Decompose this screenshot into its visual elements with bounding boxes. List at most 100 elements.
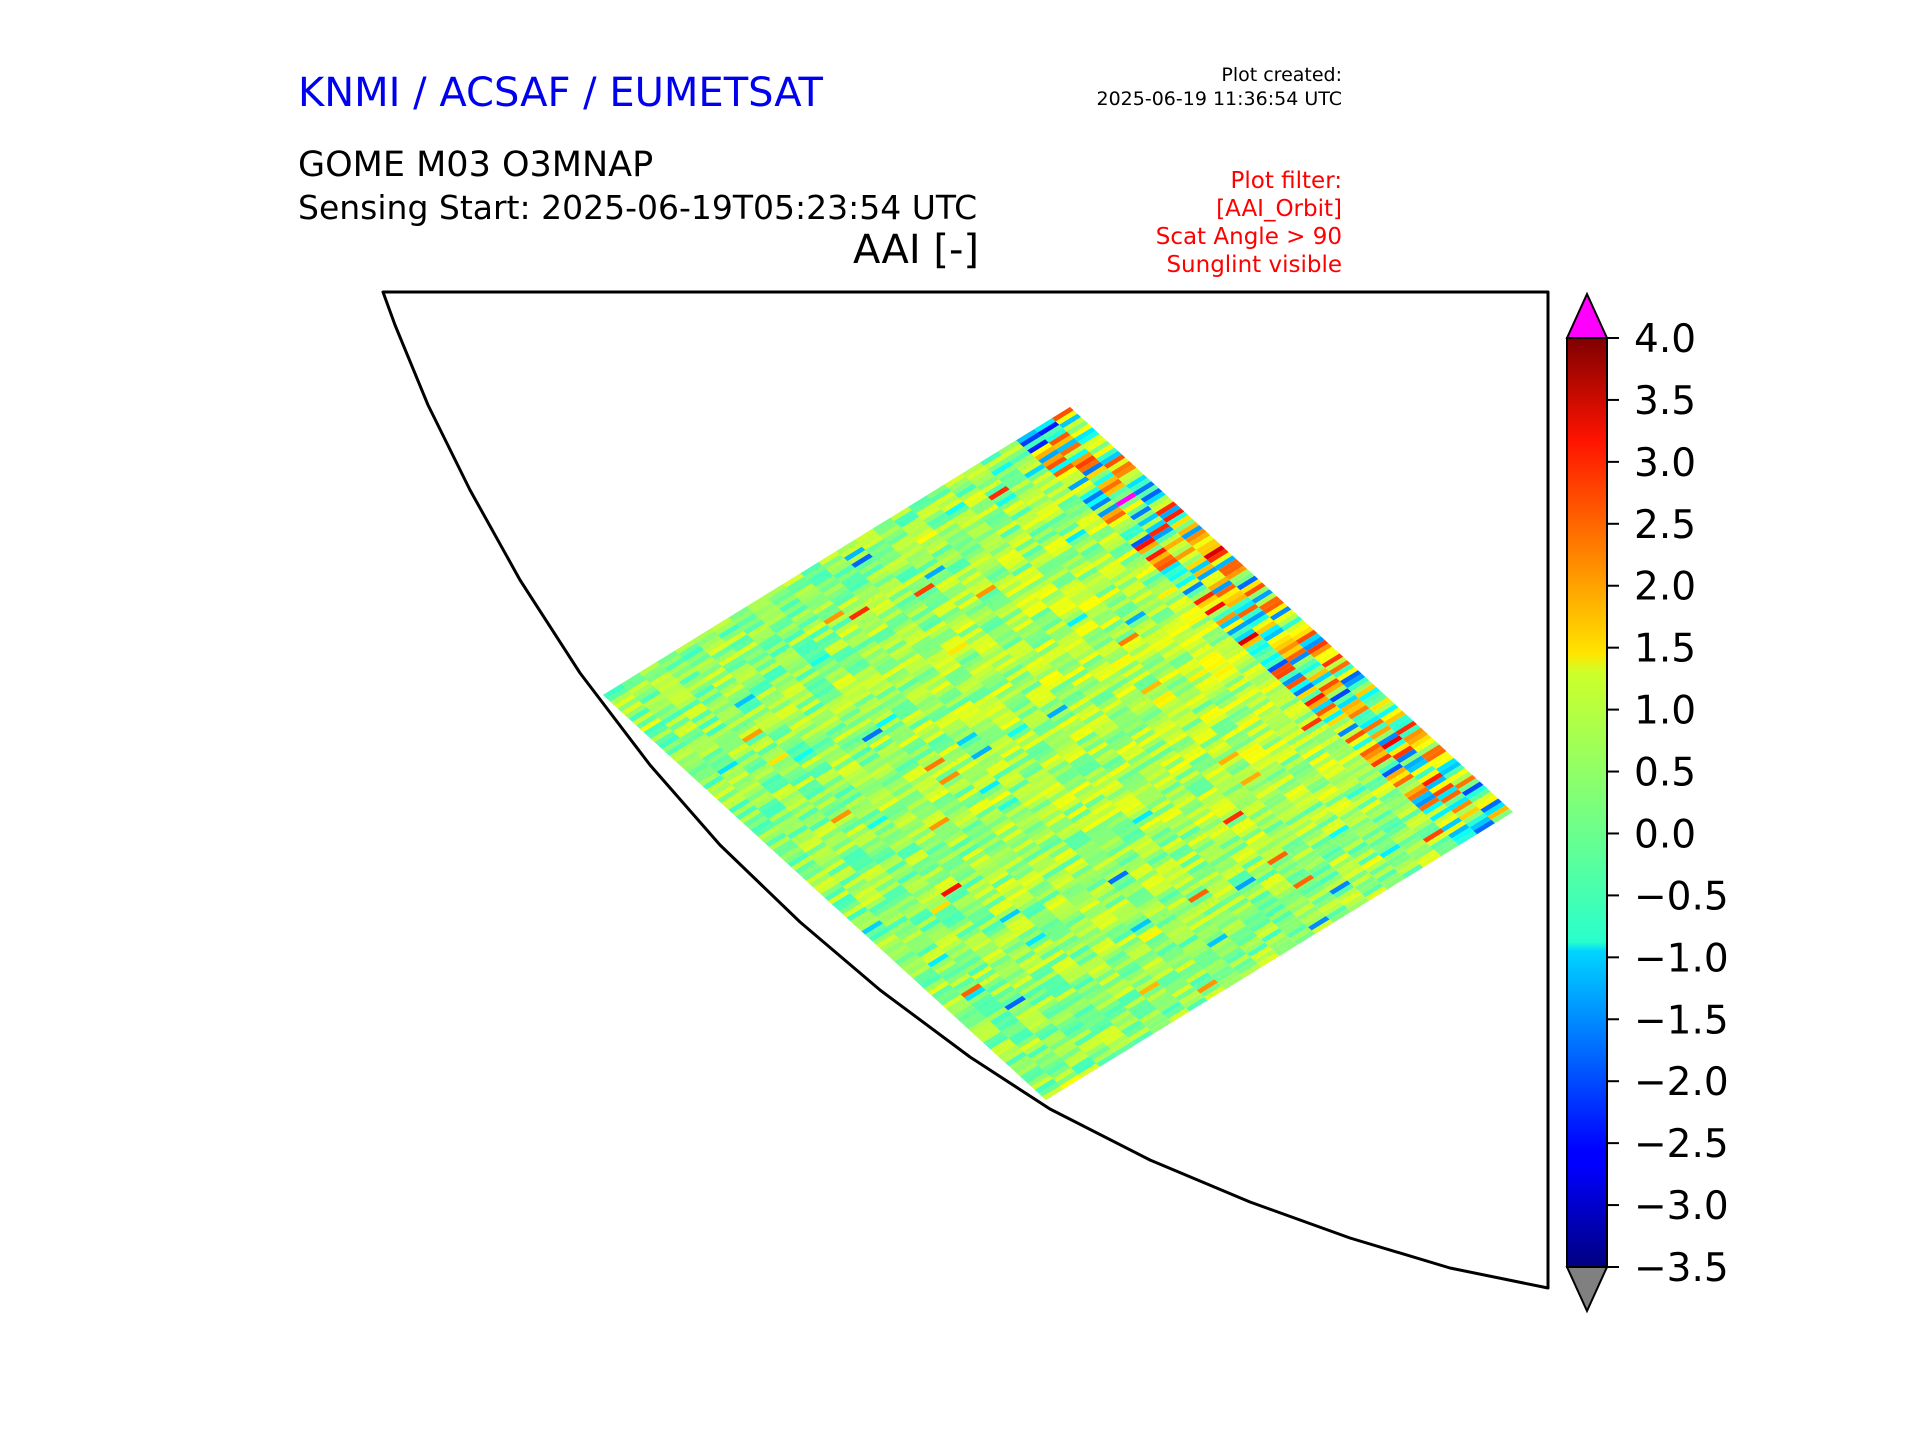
swath-pixel: [1175, 602, 1197, 617]
swath-pixel: [993, 793, 1016, 808]
swath-pixel: [606, 687, 629, 702]
swath-pixel: [1361, 882, 1384, 898]
swath-pixel: [672, 720, 695, 735]
swath-pixel: [1133, 893, 1155, 909]
swath-pixel: [1462, 809, 1484, 824]
swath-pixel: [851, 773, 874, 789]
swath-pixel: [1144, 491, 1166, 506]
swath-pixel: [1037, 1026, 1060, 1041]
swath-pixel: [869, 542, 891, 557]
swath-pixel: [1045, 868, 1068, 884]
swath-pixel: [1253, 893, 1275, 908]
colorbar-tick-label: −1.0: [1634, 936, 1729, 981]
swath-pixel: [1236, 796, 1259, 811]
swath-pixel: [1285, 647, 1307, 662]
swath-pixel: [1130, 946, 1153, 961]
swath-pixel: [835, 704, 858, 719]
swath-pixel: [902, 957, 924, 972]
swath-pixel: [1450, 771, 1473, 786]
swath-pixel: [986, 1007, 1009, 1022]
swath-pixel: [885, 611, 907, 627]
swath-pixel: [1026, 603, 1049, 619]
swath-pixel: [965, 658, 988, 673]
swath-pixel: [1328, 824, 1350, 839]
swath-pixel: [1222, 618, 1245, 633]
swath-pixel: [962, 462, 984, 477]
swath-pixel: [1030, 1047, 1053, 1062]
swath-pixel: [933, 875, 955, 891]
swath-pixel: [1231, 873, 1253, 888]
colorbar-tick-label: 0.5: [1634, 751, 1696, 796]
swath-pixel: [1447, 768, 1469, 783]
swath-pixel: [901, 737, 924, 752]
swath-pixel: [855, 556, 877, 572]
swath-pixel: [938, 991, 961, 1006]
swath-pixel: [888, 807, 911, 822]
swath-pixel: [780, 653, 803, 669]
swath-pixel: [1329, 716, 1352, 731]
swath-pixel: [1201, 653, 1224, 669]
swath-pixel: [915, 666, 937, 682]
swath-pixel: [928, 596, 950, 611]
swath-pixel: [1036, 529, 1058, 545]
swath-pixel: [951, 864, 973, 880]
swath-pixel: [1458, 778, 1480, 793]
swath-pixel: [924, 813, 947, 828]
swath-pixel: [1210, 936, 1232, 952]
swath-pixel: [1251, 617, 1274, 632]
swath-pixel: [1091, 965, 1113, 980]
swath-pixel: [1277, 805, 1299, 820]
swath-pixel: [1303, 664, 1326, 679]
swath-pixel: [936, 823, 958, 838]
swath-pixel: [982, 755, 1004, 770]
swath-pixel: [993, 1013, 1016, 1029]
swath-pixel: [1084, 822, 1107, 837]
swath-pixel: [651, 727, 673, 743]
swath-pixel: [988, 706, 1010, 721]
swath-pixel: [908, 687, 930, 703]
swath-pixel: [1397, 832, 1419, 848]
swath-pixel: [1337, 750, 1360, 766]
swath-pixel: [1012, 646, 1035, 661]
swath-pixel: [1254, 949, 1276, 964]
swath-pixel: [1365, 858, 1387, 873]
swath-pixel: [1029, 579, 1052, 594]
swath-pixel: [886, 915, 909, 931]
swath-pixel: [1324, 793, 1346, 808]
swath-pixel: [1234, 656, 1257, 671]
swath-pixel: [883, 940, 906, 955]
swath-pixel: [836, 539, 859, 555]
swath-pixel: [1028, 495, 1050, 510]
swath-pixel: [1244, 802, 1266, 818]
swath-pixel: [878, 660, 901, 676]
swath-pixel: [930, 515, 953, 531]
swath-pixel: [898, 953, 920, 969]
swath-pixel: [1440, 789, 1462, 804]
swath-pixel: [843, 739, 866, 754]
swath-pixel: [1062, 581, 1085, 596]
swath-pixel: [935, 603, 958, 618]
swath-pixel: [1206, 713, 1228, 728]
swath-pixel: [1148, 494, 1170, 510]
swath-pixel: [1021, 516, 1043, 531]
swath-pixel: [926, 484, 948, 499]
swath-pixel: [1073, 591, 1096, 606]
swath-pixel: [852, 829, 875, 844]
swath-pixel: [1198, 870, 1220, 886]
swath-pixel: [1089, 496, 1112, 512]
swath-pixel: [770, 699, 792, 714]
swath-pixel: [1047, 980, 1070, 995]
swath-pixel: [997, 989, 1019, 1004]
swath-pixel: [868, 678, 890, 694]
swath-pixel: [1234, 848, 1256, 863]
swath-pixel: [1292, 874, 1315, 889]
swath-pixel: [1161, 836, 1183, 852]
swath-pixel: [1433, 810, 1455, 825]
swath-pixel: [1048, 595, 1070, 611]
swath-pixel: [1009, 478, 1032, 493]
swath-pixel: [1134, 757, 1157, 772]
swath-pixel: [675, 667, 697, 682]
swath-pixel: [814, 712, 836, 727]
swath-pixel: [1074, 619, 1096, 634]
swath-pixel: [712, 729, 735, 744]
